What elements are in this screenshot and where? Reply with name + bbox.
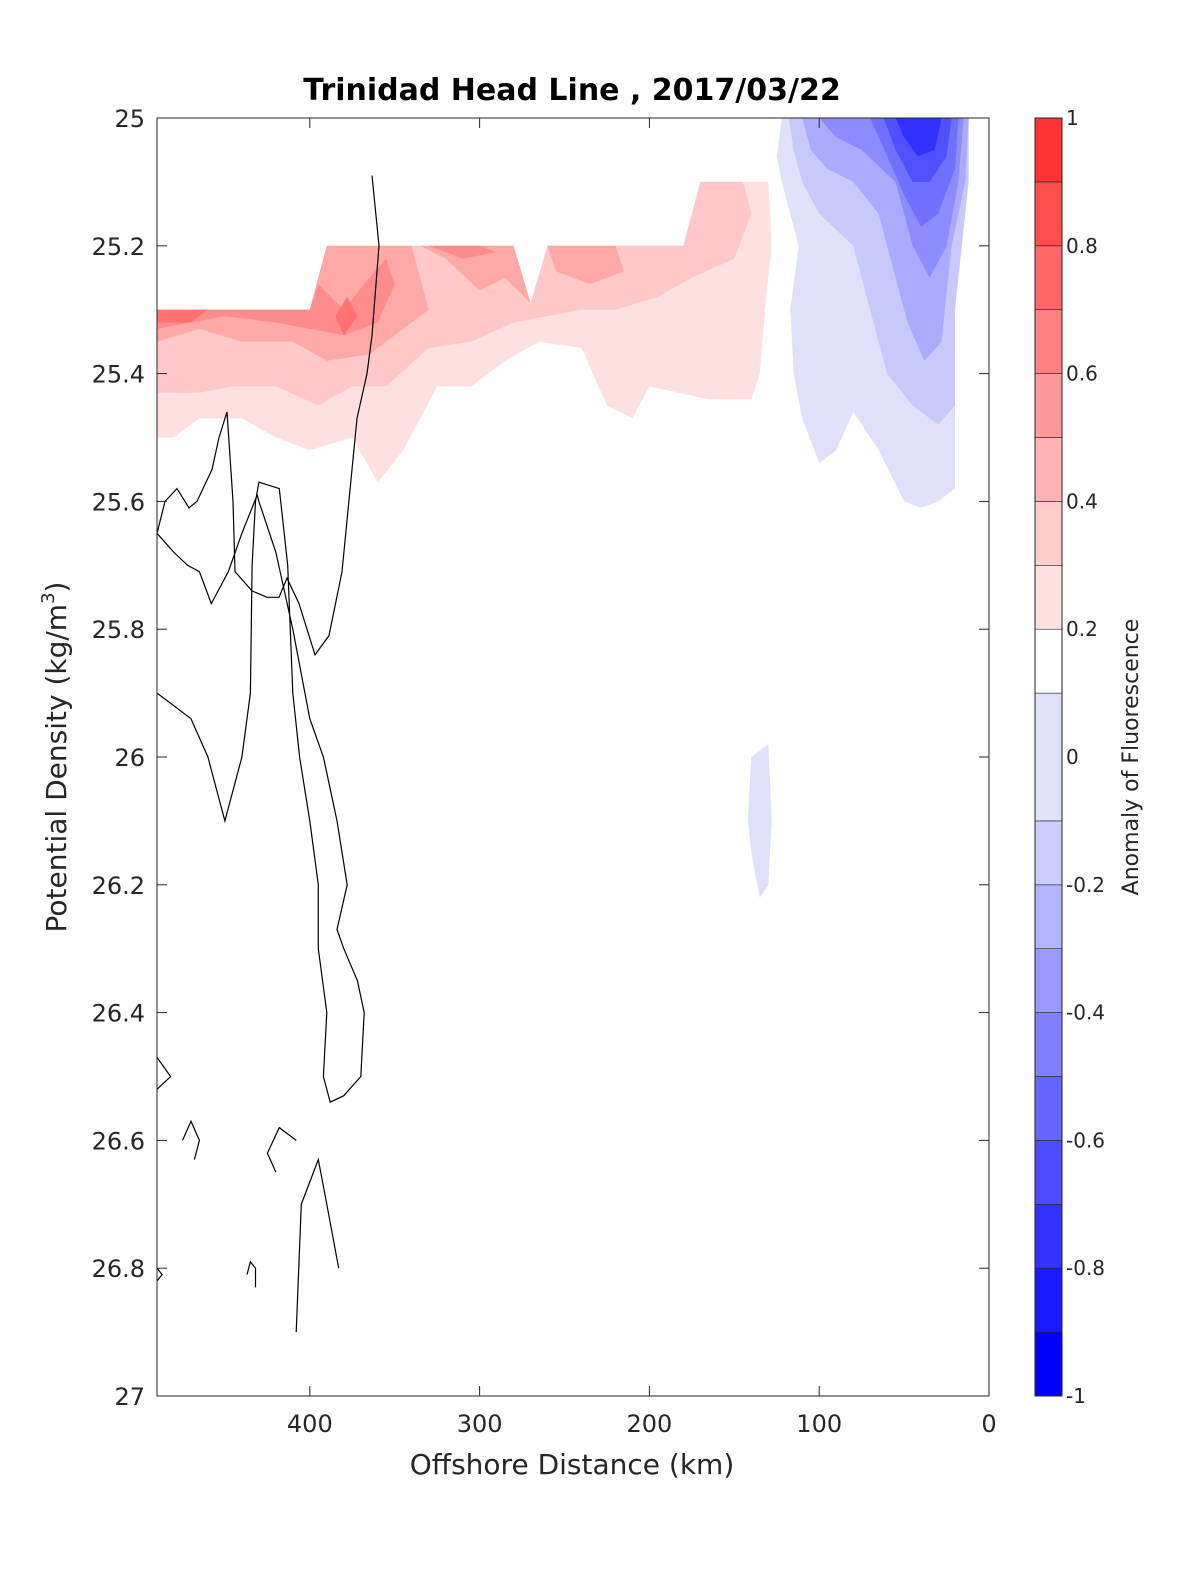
colorbar-band <box>1034 628 1063 694</box>
zero-contour-line-2 <box>181 1119 201 1160</box>
filled-contour-region-16 <box>895 118 942 157</box>
colorbar-band <box>1034 884 1063 949</box>
colorbar-bands <box>1034 117 1063 1397</box>
x-tick-label: 0 <box>981 1410 996 1438</box>
filled-contour-layer <box>157 118 969 898</box>
y-tick-label: 27 <box>114 1383 145 1411</box>
zero-contour-line-4 <box>295 1157 340 1333</box>
colorbar-band <box>1034 1140 1063 1205</box>
colorbar-band <box>1034 1076 1063 1141</box>
plot-area: 400 300 200 100 0 25 25.2 25.4 25.6 25.8 26 26.2 26… <box>92 105 997 1438</box>
colorbar-tick-label: -0.4 <box>1066 1001 1105 1025</box>
zero-contour-layer <box>157 175 380 1333</box>
zero-contour-line-1 <box>157 1056 172 1090</box>
colorbar-tick-label: -0.8 <box>1066 1256 1105 1280</box>
colorbar-tick-label: 0.4 <box>1066 489 1098 513</box>
y-tick-label: 26 <box>114 744 145 772</box>
colorbar-band <box>1034 1204 1063 1269</box>
x-tick-label: 100 <box>796 1410 842 1438</box>
colorbar: 1 0.8 0.6 0.4 0.2 0 -0.2 -0.4 -0.6 -0.8 -1 <box>1034 106 1105 1408</box>
zero-contour-line-0 <box>157 175 380 1103</box>
colorbar-tick-label: 1 <box>1066 106 1079 130</box>
colorbar-frame <box>1034 117 1063 1397</box>
y-axis-title-main: Potential Density (kg/m <box>40 604 73 933</box>
y-tick-label: 26.6 <box>92 1127 145 1155</box>
colorbar-tick-label: -1 <box>1066 1384 1086 1408</box>
x-tick-label: 400 <box>287 1410 333 1438</box>
colorbar-band <box>1034 309 1063 374</box>
filled-contour-region-1 <box>157 181 752 406</box>
colorbar-band <box>1034 1331 1063 1397</box>
colorbar-band <box>1034 692 1063 822</box>
colorbar-title: Anomaly of Fluorescence <box>1119 619 1144 896</box>
zero-contour-line-6 <box>246 1260 257 1288</box>
colorbar-tick-label: 0.6 <box>1066 362 1098 386</box>
x-axis: 400 300 200 100 0 <box>287 118 997 1438</box>
colorbar-ticks: 1 0.8 0.6 0.4 0.2 0 -0.2 -0.4 -0.6 -0.8 -1 <box>1066 106 1105 1408</box>
colorbar-band <box>1034 373 1063 438</box>
y-axis-title-close: ) <box>40 582 73 593</box>
zero-contour-line-5 <box>157 1267 163 1282</box>
y-axis: 25 25.2 25.4 25.6 25.8 26 26.2 26.4 26.6 26.8 27 <box>92 105 989 1411</box>
filled-contour-region-10 <box>747 744 772 898</box>
colorbar-band <box>1034 1267 1063 1333</box>
y-tick-label: 25.4 <box>92 361 145 389</box>
filled-contour-region-8 <box>157 309 208 323</box>
x-tick-label: 300 <box>457 1410 503 1438</box>
zero-contour-line-3 <box>266 1126 297 1173</box>
filled-contour-region-2 <box>157 245 429 361</box>
colorbar-band <box>1034 245 1063 311</box>
chart-title: Trinidad Head Line , 2017/03/22 <box>303 73 840 108</box>
y-tick-label: 25.6 <box>92 488 145 516</box>
y-tick-label: 26.4 <box>92 1000 145 1028</box>
x-axis-title: Offshore Distance (km) <box>410 1448 735 1481</box>
colorbar-band <box>1034 181 1063 247</box>
y-tick-label: 26.8 <box>92 1255 145 1283</box>
colorbar-tick-label: 0.2 <box>1066 617 1098 641</box>
filled-contour-region-4 <box>547 245 624 285</box>
colorbar-tick-label: 0.8 <box>1066 234 1098 258</box>
colorbar-band <box>1034 564 1063 630</box>
colorbar-tick-label: -0.6 <box>1066 1128 1105 1152</box>
y-tick-label: 26.2 <box>92 872 145 900</box>
y-tick-label: 25.2 <box>92 233 145 261</box>
colorbar-tick-label: 0 <box>1066 745 1079 769</box>
y-axis-title: Potential Density (kg/m3) <box>38 582 73 933</box>
colorbar-band <box>1034 820 1063 886</box>
colorbar-tick-label: -0.2 <box>1066 873 1105 897</box>
y-axis-title-superscript: 3 <box>38 592 59 603</box>
colorbar-band <box>1034 948 1063 1013</box>
filled-contour-region-5 <box>157 258 395 336</box>
colorbar-band <box>1034 501 1063 566</box>
colorbar-band <box>1034 117 1063 183</box>
colorbar-band <box>1034 437 1063 502</box>
colorbar-band <box>1034 1012 1063 1077</box>
x-tick-label: 200 <box>627 1410 673 1438</box>
y-tick-label: 25.8 <box>92 616 145 644</box>
y-tick-label: 25 <box>114 105 145 133</box>
filled-contour-region-3 <box>420 245 531 304</box>
filled-contour-region-7 <box>335 296 358 336</box>
filled-contour-region-6 <box>428 245 497 259</box>
